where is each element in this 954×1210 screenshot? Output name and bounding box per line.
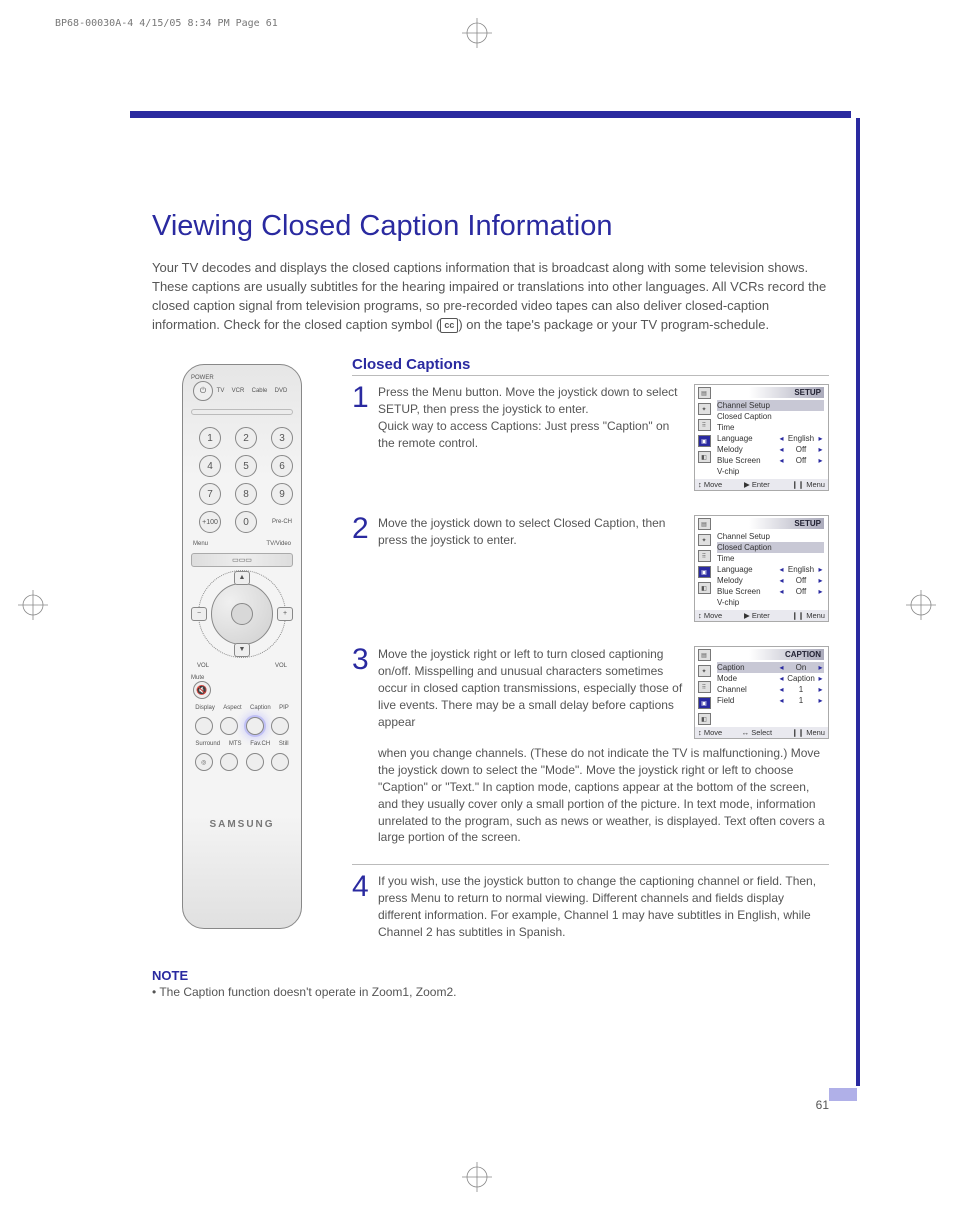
btn-4: 4 bbox=[199, 455, 221, 477]
note-text: • The Caption function doesn't operate i… bbox=[152, 985, 829, 999]
btn-0: 0 bbox=[235, 511, 257, 533]
crop-mark-bottom bbox=[462, 1162, 492, 1192]
lbl-surround: Surround bbox=[195, 741, 220, 747]
crop-mark-top bbox=[462, 18, 492, 48]
vol-label-r: VOL bbox=[275, 663, 287, 669]
lbl-aspect: Aspect bbox=[223, 705, 241, 711]
osd-setup-2: ▤✦⠿▣◧ SETUP Channel SetupClosed CaptionT… bbox=[694, 515, 829, 622]
mode-tv: TV bbox=[217, 388, 225, 394]
mts-button bbox=[220, 753, 238, 771]
mode-cable: Cable bbox=[252, 388, 268, 394]
step-4-text: If you wish, use the joystick button to … bbox=[378, 873, 829, 940]
vol-up: + bbox=[277, 607, 293, 621]
number-pad: 1 2 3 4 5 6 7 8 9 +100 0 Pre-CH bbox=[191, 423, 293, 537]
section-rule bbox=[352, 375, 829, 376]
vol-label-l: VOL bbox=[197, 663, 209, 669]
display-button bbox=[195, 717, 213, 735]
mode-vcr: VCR bbox=[232, 388, 245, 394]
menu-label: Menu bbox=[193, 541, 208, 547]
brand-label: SAMSUNG bbox=[191, 819, 293, 830]
step-3-number: 3 bbox=[352, 646, 378, 673]
btn-8: 8 bbox=[235, 483, 257, 505]
page-number: 61 bbox=[816, 1098, 829, 1112]
page-tab-marker bbox=[829, 1088, 857, 1101]
joystick-area: − + ▲ ▼ bbox=[191, 573, 293, 655]
power-button: ⏻ bbox=[193, 381, 213, 401]
vol-down: − bbox=[191, 607, 207, 621]
step-4-number: 4 bbox=[352, 873, 378, 900]
mute-label: Mute bbox=[191, 675, 293, 681]
osd-caption: ▤✦⠿▣◧ CAPTION Caption◂On▸Mode◂Caption▸Ch… bbox=[694, 646, 829, 739]
osd-setup-1: ▤✦⠿▣◧ SETUP Channel SetupClosed CaptionT… bbox=[694, 384, 829, 491]
step-3-text-a: Move the joystick right or left to turn … bbox=[378, 646, 694, 730]
pip-button bbox=[271, 717, 289, 735]
right-edge-bar bbox=[856, 118, 860, 1086]
lbl-mts: MTS bbox=[229, 741, 242, 747]
step-1-number: 1 bbox=[352, 384, 378, 411]
step-1-text: Press the Menu button. Move the joystick… bbox=[378, 384, 694, 451]
caption-button bbox=[246, 717, 264, 735]
page-title: Viewing Closed Caption Information bbox=[152, 210, 829, 243]
mode-dvd: DVD bbox=[275, 388, 288, 394]
btn-3: 3 bbox=[271, 427, 293, 449]
lbl-caption: Caption bbox=[250, 705, 271, 711]
step-2-text: Move the joystick down to select Closed … bbox=[378, 515, 694, 549]
btn-7: 7 bbox=[199, 483, 221, 505]
header-accent-bar bbox=[130, 111, 851, 118]
btn-100: +100 bbox=[199, 511, 221, 533]
lbl-pip: PIP bbox=[279, 705, 289, 711]
ch-up: ▲ bbox=[234, 571, 250, 585]
btn-2: 2 bbox=[235, 427, 257, 449]
section-title: Closed Captions bbox=[352, 356, 829, 373]
lbl-display: Display bbox=[195, 705, 215, 711]
note-title: NOTE bbox=[152, 968, 829, 983]
ch-down: ▼ bbox=[234, 643, 250, 657]
pre-ch-label: Pre-CH bbox=[271, 519, 293, 525]
lbl-still: Still bbox=[279, 741, 289, 747]
mode-switch bbox=[191, 409, 293, 415]
btn-6: 6 bbox=[271, 455, 293, 477]
remote-control-illustration: POWER ⏻ TV VCR Cable DVD 1 2 3 4 bbox=[182, 364, 302, 929]
step-rule bbox=[352, 864, 829, 865]
cc-symbol-icon: cc bbox=[440, 318, 458, 333]
menu-bar-button: ▭▭▭ bbox=[191, 553, 293, 567]
still-button bbox=[271, 753, 289, 771]
crop-mark-right bbox=[906, 590, 936, 620]
btn-9: 9 bbox=[271, 483, 293, 505]
mute-button: 🔇 bbox=[193, 681, 211, 699]
favch-button bbox=[246, 753, 264, 771]
lbl-favch: Fav.CH bbox=[250, 741, 270, 747]
aspect-button bbox=[220, 717, 238, 735]
tv-video-label: TV/Video bbox=[266, 541, 291, 547]
btn-5: 5 bbox=[235, 455, 257, 477]
print-header: BP68-00030A-4 4/15/05 8:34 PM Page 61 bbox=[55, 18, 278, 29]
step-3-text-b: when you change channels. (These do not … bbox=[378, 745, 829, 846]
step-2-number: 2 bbox=[352, 515, 378, 542]
btn-1: 1 bbox=[199, 427, 221, 449]
surround-button: ◎ bbox=[195, 753, 213, 771]
crop-mark-left bbox=[18, 590, 48, 620]
intro-paragraph: Your TV decodes and displays the closed … bbox=[152, 259, 829, 334]
